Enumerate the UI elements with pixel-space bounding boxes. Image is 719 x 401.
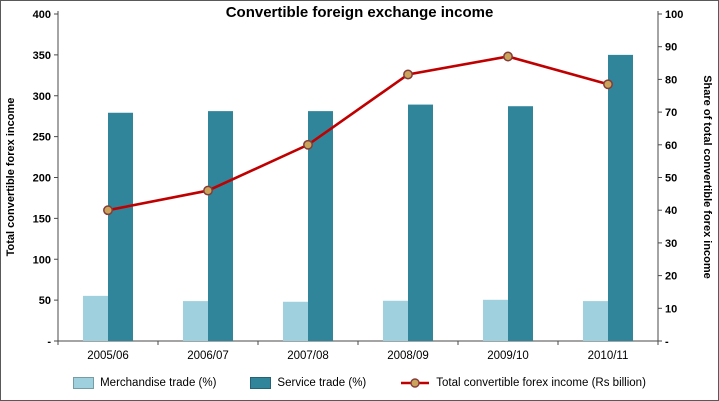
left-axis-tick-label: 200 xyxy=(33,173,51,185)
income-line xyxy=(107,55,609,212)
left-axis-tick-label: 250 xyxy=(33,132,51,144)
right-axis-tick-label: 90 xyxy=(665,42,677,54)
income-line-marker xyxy=(503,51,513,62)
right-axis-tick-label: 70 xyxy=(665,107,677,119)
legend: Merchandise trade (%) Service trade (%) … xyxy=(1,377,718,389)
right-axis-tick-label: 20 xyxy=(665,271,677,283)
merchandise-bar xyxy=(483,299,508,341)
merchandise-bar xyxy=(583,301,608,341)
service-bar xyxy=(108,112,133,341)
left-axis-tick-label: 100 xyxy=(33,254,51,266)
right-axis-tick-label: 10 xyxy=(665,303,677,315)
legend-swatch-service xyxy=(250,377,272,389)
legend-swatch-merchandise xyxy=(73,377,95,389)
category-label: 2007/08 xyxy=(287,350,329,362)
merchandise-bar xyxy=(183,301,208,341)
legend-item-income-line: Total convertible forex income (Rs billi… xyxy=(400,377,646,389)
income-line-marker xyxy=(303,139,313,150)
right-axis-tick-label: 40 xyxy=(665,205,677,217)
right-axis-tick-label: 50 xyxy=(665,173,677,185)
right-axis-tick-label: 100 xyxy=(665,9,683,21)
left-axis-tick-label: 300 xyxy=(33,91,51,103)
legend-label-income-line: Total convertible forex income (Rs billi… xyxy=(436,377,646,389)
service-bar xyxy=(308,111,333,341)
right-axis-tick-label: 80 xyxy=(665,74,677,86)
income-line-marker xyxy=(103,205,113,216)
category-label: 2010/11 xyxy=(588,350,629,362)
service-bar xyxy=(608,54,633,341)
legend-item-merchandise: Merchandise trade (%) xyxy=(73,377,216,389)
legend-label-service: Service trade (%) xyxy=(277,377,367,389)
left-axis-tick-label: 150 xyxy=(33,213,51,225)
legend-item-service: Service trade (%) xyxy=(250,377,366,389)
legend-swatch-income-line xyxy=(401,378,430,388)
left-axis-tick-label: 350 xyxy=(33,50,51,62)
category-label: 2009/10 xyxy=(487,350,529,362)
legend-label-merchandise: Merchandise trade (%) xyxy=(100,377,217,389)
left-axis-tick-label: - xyxy=(47,336,51,348)
merchandise-bar xyxy=(83,295,108,341)
service-bar xyxy=(408,104,433,341)
right-axis-tick-label: 30 xyxy=(665,238,677,250)
left-axis-tick-label: 50 xyxy=(39,295,51,307)
income-line-marker xyxy=(603,79,613,90)
right-axis-tick-label: - xyxy=(665,336,669,348)
merchandise-bar xyxy=(383,300,408,341)
income-line-marker xyxy=(403,69,413,80)
left-axis-tick-label: 400 xyxy=(33,9,51,21)
service-bar xyxy=(508,106,533,342)
income-line-marker xyxy=(203,185,213,196)
chart-title: Convertible foreign exchange income xyxy=(225,4,494,21)
category-label: 2008/09 xyxy=(387,350,429,362)
merchandise-bar xyxy=(283,301,308,341)
service-bar xyxy=(208,111,233,341)
category-label: 2005/06 xyxy=(87,350,129,362)
right-axis-tick-label: 60 xyxy=(665,140,677,152)
category-label: 2006/07 xyxy=(187,350,229,362)
